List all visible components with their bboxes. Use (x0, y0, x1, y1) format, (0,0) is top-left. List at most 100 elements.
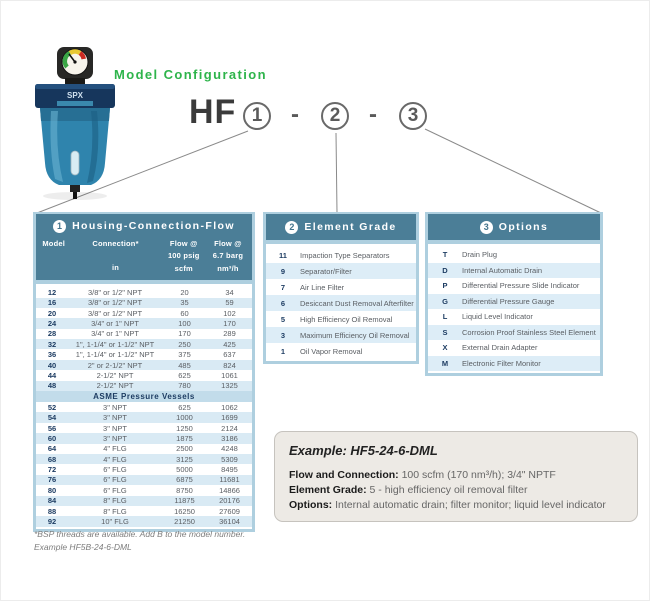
housing-table-body: 12 3/8" or 1/2" NPT 20 34 16 3/8" or 1/2" NPT… (36, 284, 252, 529)
flow-nm3-cell: 170 (223, 318, 236, 328)
connector-line-1 (36, 130, 249, 214)
connection-cell: 3" NPT (103, 413, 127, 423)
flow-scfm-cell: 21250 (174, 517, 195, 527)
code-cell: 6 (280, 298, 286, 308)
flow-nm3-cell: 102 (223, 308, 236, 318)
example-flow-value: 100 scfm (170 nm³/h); 3/4" NPTF (398, 469, 556, 481)
table-row: 28 3/4" or 1" NPT 170 289 (36, 329, 252, 339)
sight-glass (70, 150, 80, 176)
table-row: 54 3" NPT 1000 1699 (36, 412, 252, 423)
model-cell: 16 (47, 298, 57, 308)
model-cell: 20 (47, 308, 57, 318)
connection-cell: 2" or 2-1/2" NPT (87, 360, 143, 370)
options-table-title: 3 Options (428, 214, 600, 240)
table-row: 32 1", 1-1/4" or 1-1/2" NPT 250 425 (36, 339, 252, 350)
connection-cell: 3/8" or 1/2" NPT (87, 287, 143, 297)
model-cell: 64 (47, 444, 57, 454)
table-row: 80 6" FLG 8750 14866 (36, 485, 252, 495)
options-table: 3 Options T Drain Plug D Internal Automatic… (425, 212, 603, 376)
number-2-badge: 2 (285, 220, 299, 234)
asme-section-header: ASME Pressure Vessels (36, 391, 252, 403)
column-header: Model (38, 238, 69, 275)
flow-scfm-cell: 625 (178, 402, 191, 412)
description-cell: Differential Pressure Slide Indicator (462, 281, 580, 291)
example-grade-value: 5 - high efficiency oil removal filter (366, 484, 528, 496)
model-cell: 76 (47, 475, 57, 485)
model-cell: 72 (47, 465, 57, 475)
options-table-title-text: Options (498, 221, 549, 233)
number-1-badge: 1 (53, 219, 67, 233)
connection-cell: 8" FLG (103, 496, 127, 506)
example-options-label: Options: (289, 499, 333, 511)
column-header-line: Flow @ (169, 239, 198, 248)
table-row: 48 2-1/2" NPT 780 1325 (36, 380, 252, 392)
flow-nm3-cell: 36104 (219, 517, 240, 527)
option-row: L Liquid Level Indicator (428, 309, 600, 325)
element-grade-row: 11 Impaction Type Separators (266, 247, 416, 263)
connection-cell: 3/4" or 1" NPT (91, 318, 139, 328)
connector-line-2 (335, 132, 338, 214)
table-row: 92 10" FLG 21250 36104 (36, 516, 252, 527)
connection-cell: 3" NPT (103, 433, 127, 443)
column-header: Flow @ 6.7 barg nm³/h (206, 238, 250, 275)
options-table-body: T Drain Plug D Internal Automatic Drain P Dif… (428, 244, 600, 373)
code-cell: T (442, 250, 448, 260)
footnote-line-2: Example HF5B-24-6-DML (34, 542, 132, 553)
table-row: 88 8" FLG 16250 27609 (36, 506, 252, 516)
element-table-header: 2 Element Grade (266, 214, 416, 240)
code-cell: S (442, 327, 448, 337)
table-row: 40 2" or 2-1/2" NPT 485 824 (36, 359, 252, 371)
model-separator: - (291, 101, 299, 128)
code-cell: G (442, 296, 448, 306)
flow-scfm-cell: 3125 (176, 454, 193, 464)
connection-cell: 6" FLG (103, 475, 127, 485)
flow-scfm-cell: 170 (178, 329, 191, 339)
element-grade-row: 6 Desiccant Dust Removal Afterfilter (266, 295, 416, 311)
flow-nm3-cell: 1325 (221, 381, 238, 391)
drain-fitting (70, 185, 80, 199)
element-grade-row: 7 Air Line Filter (266, 279, 416, 295)
flow-scfm-cell: 16250 (174, 506, 195, 516)
flow-nm3-cell: 11681 (219, 475, 240, 485)
code-cell: L (442, 312, 448, 322)
column-header: Connection* in (69, 238, 161, 275)
model-cell: 24 (47, 318, 57, 328)
example-options-line: Options: Internal automatic drain; filte… (289, 498, 623, 513)
model-cell: 48 (47, 381, 57, 391)
flow-scfm-cell: 250 (178, 339, 191, 349)
flow-nm3-cell: 3186 (221, 433, 238, 443)
option-row: P Differential Pressure Slide Indicator (428, 278, 600, 294)
description-cell: Desiccant Dust Removal Afterfilter (300, 298, 414, 308)
pressure-gauge-icon (57, 47, 93, 79)
model-cell: 80 (47, 485, 57, 495)
flow-scfm-cell: 60 (180, 308, 189, 318)
option-row: X External Drain Adapter (428, 340, 600, 356)
flow-scfm-cell: 1875 (176, 433, 193, 443)
code-cell: D (442, 265, 448, 275)
filter-product-image: SPX (35, 47, 115, 200)
code-cell: 1 (280, 346, 286, 356)
option-row: M Electronic Filter Monitor (428, 355, 600, 371)
example-box: Example: HF5-24-6-DML Flow and Connectio… (274, 431, 638, 522)
flow-nm3-cell: 20176 (219, 496, 240, 506)
flow-nm3-cell: 1061 (221, 370, 238, 380)
connection-cell: 4" FLG (103, 444, 127, 454)
connection-cell: 1", 1-1/4" or 1-1/2" NPT (75, 339, 155, 349)
flow-nm3-cell: 1062 (221, 402, 238, 412)
footnote: *BSP threads are available. Add B to the… (34, 528, 245, 554)
filter-body (40, 108, 110, 185)
table-row: 44 2-1/2" NPT 625 1061 (36, 370, 252, 380)
column-header-line: Connection* (92, 239, 139, 248)
example-grade-label: Element Grade: (289, 484, 367, 496)
code-cell: M (441, 358, 449, 368)
element-table-title: 2 Element Grade (266, 214, 416, 240)
connection-cell: 2-1/2" NPT (96, 381, 134, 391)
flow-scfm-cell: 485 (178, 360, 191, 370)
code-cell: 9 (280, 266, 286, 276)
code-cell: 3 (280, 330, 286, 340)
flow-nm3-cell: 1699 (221, 413, 238, 423)
page-title: Model Configuration (114, 67, 267, 82)
description-cell: Separator/Filter (300, 266, 352, 276)
element-grade-row: 9 Separator/Filter (266, 263, 416, 279)
